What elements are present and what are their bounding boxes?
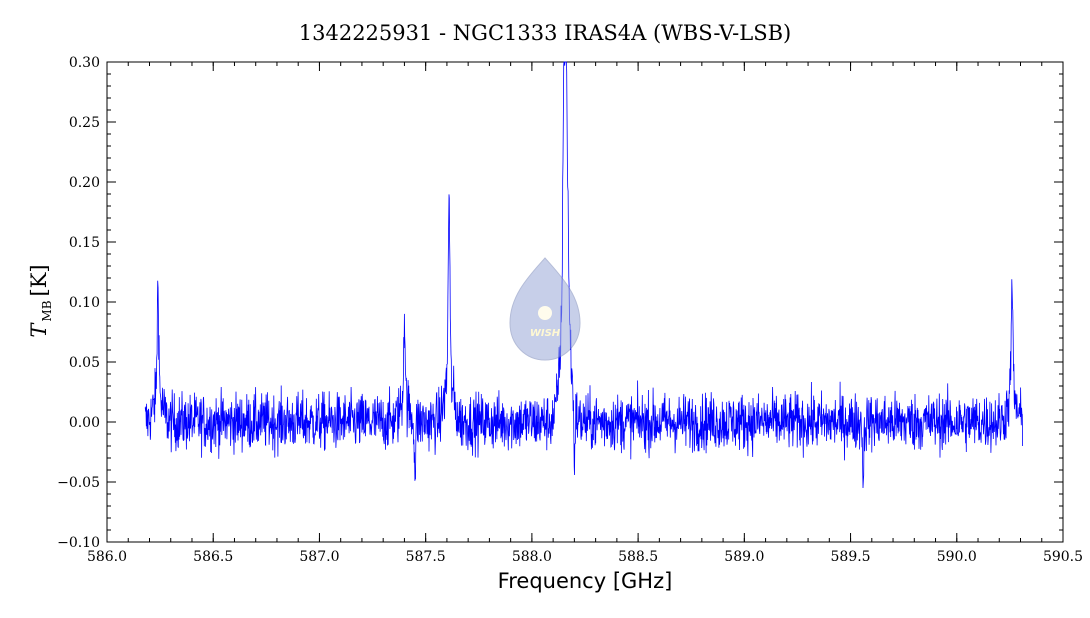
y-tick-label: 0.05 xyxy=(69,355,100,371)
y-tick-label: 0.00 xyxy=(69,415,100,431)
star-icon xyxy=(538,306,552,320)
y-tick-label: 0.30 xyxy=(69,55,100,71)
y-axis-unit: [K] xyxy=(27,264,51,296)
x-axis-title: Frequency [GHz] xyxy=(498,569,673,593)
x-tick-label: 586.0 xyxy=(87,549,127,565)
x-tick-label: 589.0 xyxy=(724,549,764,565)
x-tick-label: 587.5 xyxy=(406,549,446,565)
chart-title: 1342225931 - NGC1333 IRAS4A (WBS-V-LSB) xyxy=(299,21,791,45)
x-tick-label: 587.0 xyxy=(299,549,339,565)
y-tick-label: 0.10 xyxy=(69,295,100,311)
y-tick-label: −0.10 xyxy=(57,535,100,551)
wish-watermark: WISH xyxy=(509,257,581,361)
y-axis-title: TMB [K] xyxy=(27,264,54,337)
axes xyxy=(106,61,1064,543)
plot-frame xyxy=(106,61,1064,543)
x-tick-label: 588.5 xyxy=(618,549,658,565)
y-tick-label: −0.05 xyxy=(57,475,100,491)
x-tick-labels: 586.0 586.5 587.0 587.5 588.0 588.5 589.0 589.5… xyxy=(87,549,1083,565)
watermark-text: WISH xyxy=(530,328,561,339)
x-tick-label: 589.5 xyxy=(831,549,871,565)
y-axis-subscript: MB xyxy=(40,300,54,321)
x-tick-label: 588.0 xyxy=(512,549,552,565)
y-tick-label: 0.25 xyxy=(69,115,100,131)
x-tick-label: 590.5 xyxy=(1043,549,1083,565)
y-tick-label: 0.20 xyxy=(69,175,100,191)
spectrum-line xyxy=(144,61,1023,489)
y-axis-symbol: T xyxy=(27,322,51,338)
spectrum-series xyxy=(144,61,1023,489)
y-tick-label: 0.15 xyxy=(69,235,100,251)
x-tick-label: 586.5 xyxy=(193,549,233,565)
y-tick-labels: −0.10 −0.05 0.00 0.05 0.10 0.15 0.20 0.25 0.30 xyxy=(57,55,100,551)
x-tick-label: 590.0 xyxy=(937,549,977,565)
